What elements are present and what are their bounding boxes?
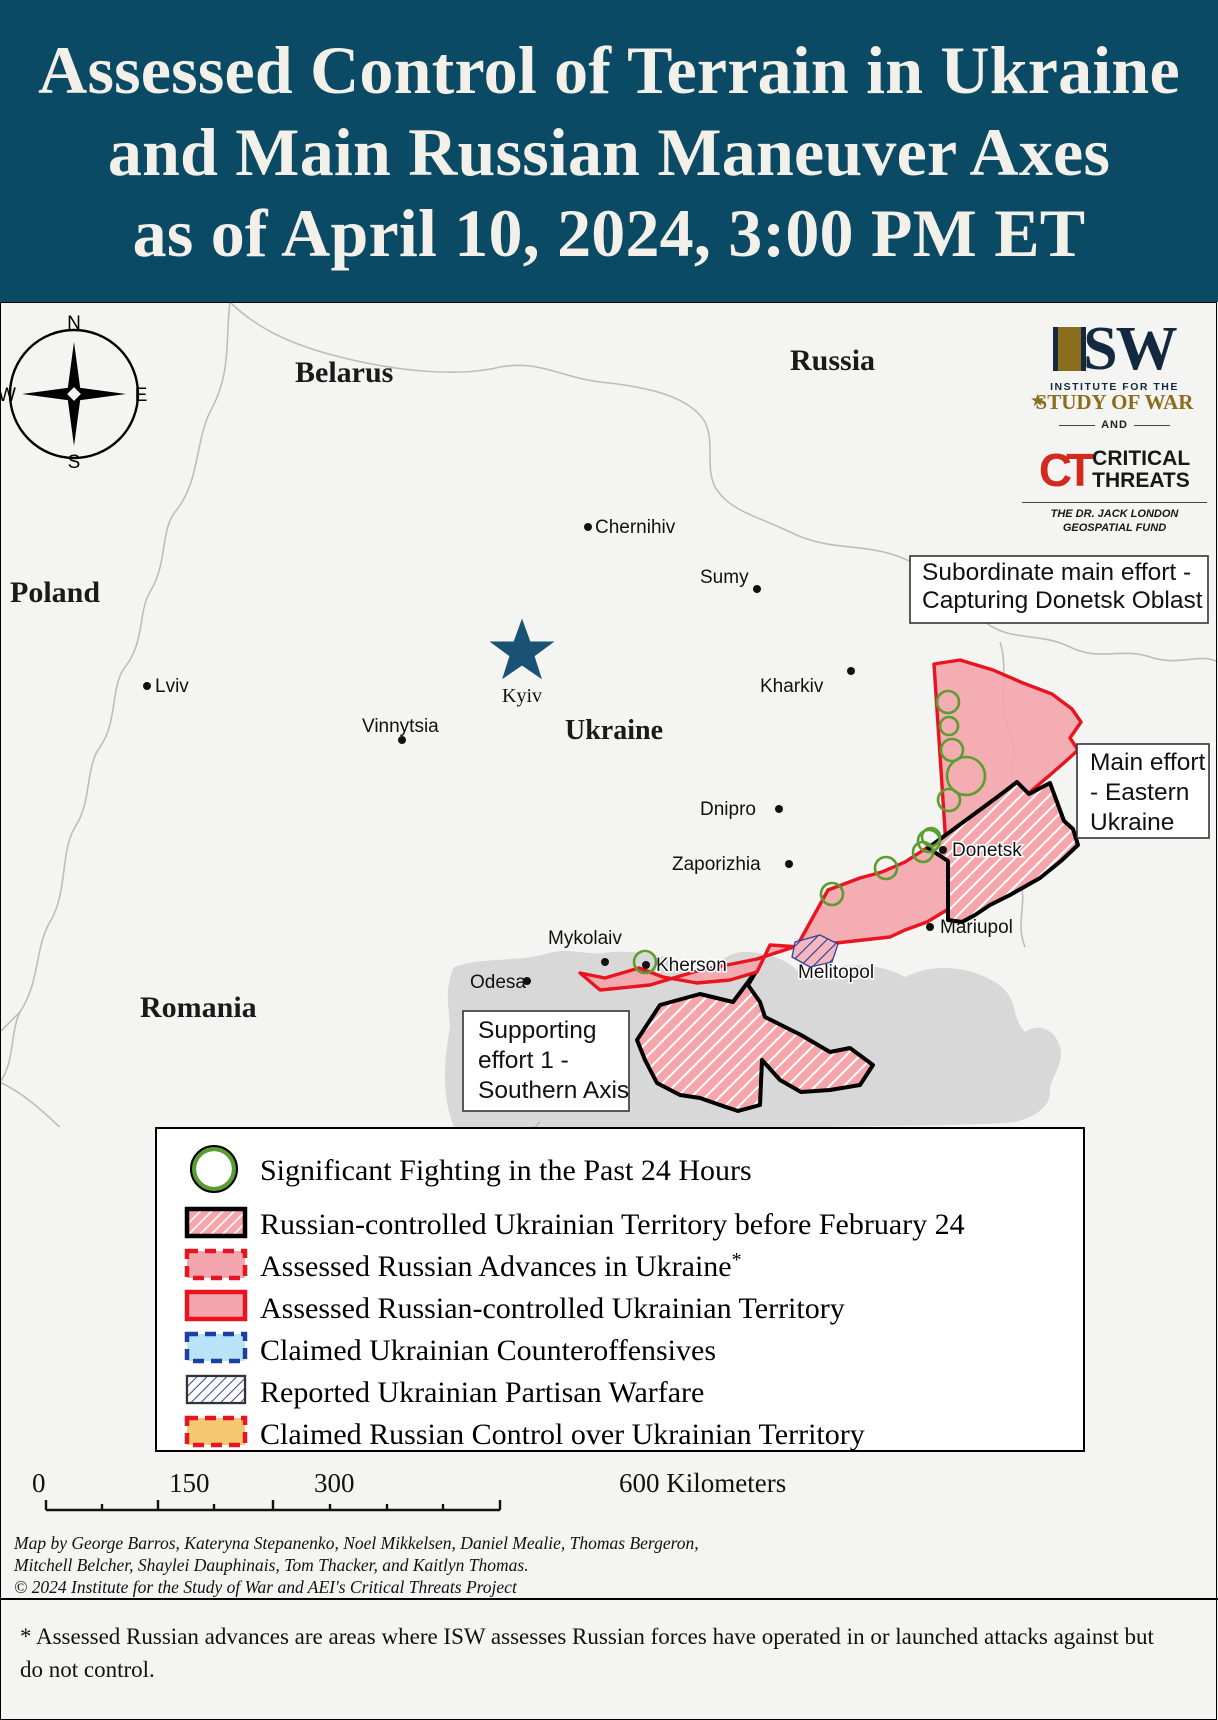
svg-text:Main effort: Main effort: [1090, 749, 1205, 776]
svg-text:Odesa: Odesa: [470, 972, 526, 993]
svg-text:Subordinate main effort -: Subordinate main effort -: [922, 559, 1191, 586]
svg-text:Belarus: Belarus: [295, 356, 393, 389]
svg-text:Mykolaiv: Mykolaiv: [548, 928, 622, 949]
svg-text:0: 0: [32, 1468, 46, 1498]
svg-text:Kyiv: Kyiv: [502, 685, 542, 707]
svg-text:600 Kilometers: 600 Kilometers: [619, 1468, 786, 1498]
svg-text:Assessed Russian-controlled Uk: Assessed Russian-controlled Ukrainian Te…: [260, 1292, 845, 1325]
svg-text:Poland: Poland: [10, 576, 100, 609]
svg-text:Assessed Russian Advances in U: Assessed Russian Advances in Ukraine*: [260, 1249, 742, 1283]
svg-text:Kherson: Kherson: [656, 955, 727, 976]
svg-text:W: W: [0, 385, 16, 406]
svg-text:Vinnytsia: Vinnytsia: [362, 716, 439, 737]
svg-text:Ukraine: Ukraine: [565, 715, 663, 746]
svg-text:Ukraine: Ukraine: [1090, 809, 1174, 836]
svg-text:effort 1 -: effort 1 -: [478, 1047, 569, 1074]
svg-text:Zaporizhia: Zaporizhia: [672, 854, 761, 875]
svg-text:Claimed Ukrainian Counteroffen: Claimed Ukrainian Counteroffensives: [260, 1334, 716, 1367]
svg-text:150: 150: [169, 1468, 210, 1498]
svg-text:Chernihiv: Chernihiv: [595, 517, 676, 538]
svg-text:Lviv: Lviv: [155, 676, 189, 697]
svg-text:Russia: Russia: [790, 344, 875, 377]
svg-text:Romania: Romania: [140, 991, 257, 1024]
svg-text:N: N: [67, 313, 81, 334]
svg-text:E: E: [135, 385, 148, 406]
svg-text:- Eastern: - Eastern: [1090, 779, 1189, 806]
svg-text:Significant Fighting in the Pa: Significant Fighting in the Past 24 Hour…: [260, 1154, 752, 1187]
svg-text:Supporting: Supporting: [478, 1017, 597, 1044]
svg-text:Dnipro: Dnipro: [700, 799, 756, 820]
svg-text:300: 300: [314, 1468, 355, 1498]
svg-text:Russian-controlled Ukrainian T: Russian-controlled Ukrainian Territory b…: [260, 1208, 965, 1241]
svg-text:Donetsk: Donetsk: [952, 840, 1022, 861]
svg-text:Reported Ukrainian Partisan Wa: Reported Ukrainian Partisan Warfare: [260, 1376, 704, 1409]
svg-text:Mariupol: Mariupol: [940, 917, 1013, 938]
svg-text:Southern Axis: Southern Axis: [478, 1077, 629, 1104]
svg-text:Capturing Donetsk Oblast: Capturing Donetsk Oblast: [922, 587, 1203, 614]
svg-text:S: S: [68, 452, 81, 473]
svg-text:Claimed Russian Control over U: Claimed Russian Control over Ukrainian T…: [260, 1418, 865, 1451]
svg-text:Kharkiv: Kharkiv: [760, 676, 824, 697]
svg-text:Sumy: Sumy: [700, 567, 749, 588]
